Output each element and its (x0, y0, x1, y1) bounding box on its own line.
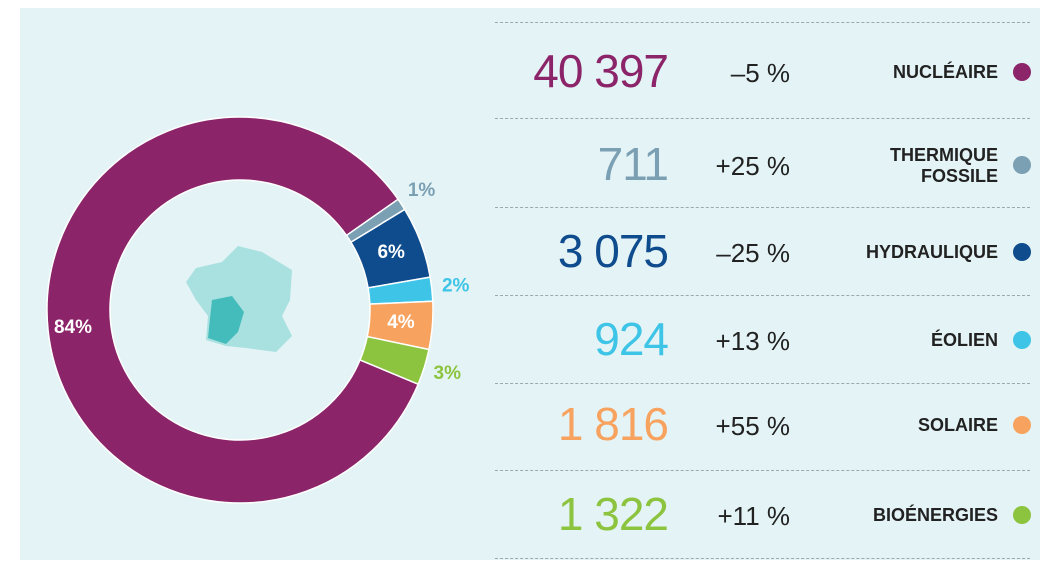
slice-label: 84% (54, 317, 92, 338)
production-value: 711 (597, 138, 669, 190)
region-highlight (208, 296, 244, 344)
change-value: –5 % (730, 58, 790, 88)
source-name: ÉOLIEN (930, 330, 998, 350)
slice-label: 6% (377, 242, 405, 263)
separator (495, 118, 1030, 119)
separator (495, 207, 1030, 208)
source-name: NUCLÉAIRE (892, 62, 998, 82)
change-value: –25 % (716, 238, 790, 268)
separator (495, 383, 1030, 384)
separator (495, 295, 1030, 296)
legend-dot (1013, 243, 1031, 261)
legend-dot (1013, 416, 1031, 434)
france-map (186, 246, 292, 352)
source-name: SOLAIRE (917, 415, 998, 435)
change-value: +13 % (715, 326, 790, 356)
slice-label: 4% (387, 312, 415, 333)
production-value: 3 075 (557, 225, 669, 277)
separator (495, 558, 1030, 559)
slice-label: 3% (434, 363, 462, 384)
legend-dot (1013, 156, 1031, 174)
change-value: +55 % (715, 411, 790, 441)
production-value: 40 397 (533, 45, 669, 97)
legend-dot (1013, 63, 1031, 81)
separator (495, 22, 1030, 23)
source-name: BIOÉNERGIES (872, 505, 998, 525)
legend-dot (1013, 506, 1031, 524)
source-name: THERMIQUE FOSSILE (890, 144, 998, 186)
production-value: 1 816 (557, 398, 669, 450)
slice-label: 1% (408, 180, 436, 201)
donut-slice (359, 335, 430, 386)
separator (495, 470, 1030, 471)
change-value: +25 % (715, 151, 790, 181)
legend-dot (1013, 331, 1031, 349)
donut-slice (46, 116, 420, 504)
change-value: +11 % (717, 501, 790, 531)
source-name: HYDRAULIQUE (865, 242, 998, 262)
production-value: 924 (594, 313, 669, 365)
slice-label: 2% (442, 276, 470, 297)
production-value: 1 322 (557, 488, 669, 540)
